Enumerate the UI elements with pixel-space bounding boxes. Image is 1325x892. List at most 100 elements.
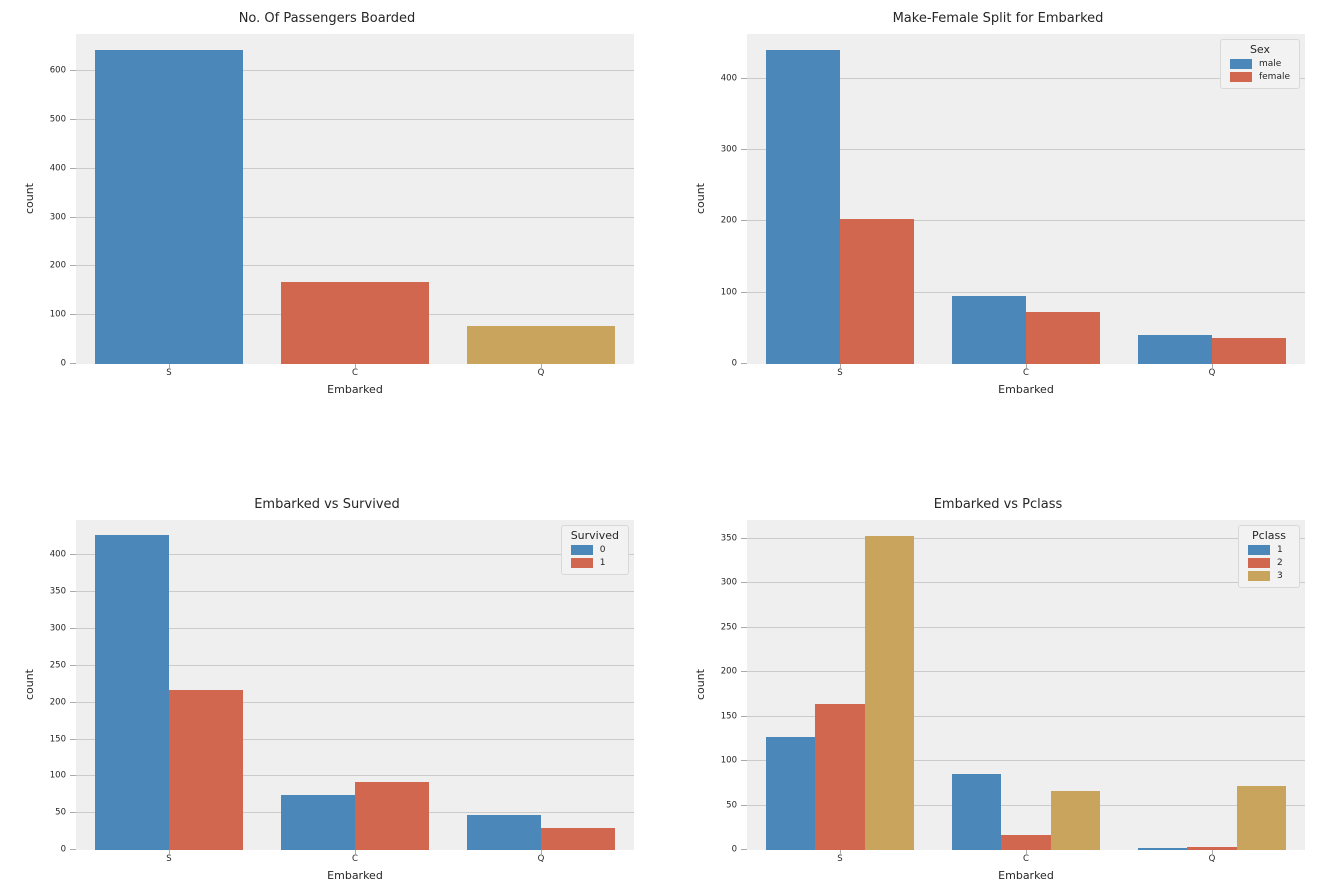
x-tick-mark xyxy=(540,364,542,368)
y-tick-mark xyxy=(70,118,76,120)
chart-title: Embarked vs Survived xyxy=(254,497,400,512)
bar xyxy=(1212,338,1287,364)
legend-label: 1 xyxy=(1277,545,1283,555)
y-tick-label: 0 xyxy=(60,358,66,369)
category-slot-C xyxy=(262,34,448,364)
axes: count 0 50 100 150 200 250 300 350 Pclass 1 2 3 S C… xyxy=(691,520,1305,886)
x-tick-label: S xyxy=(166,854,172,864)
y-tick-mark xyxy=(741,671,747,673)
axes: count 0 50 100 150 200 250 300 350 400 Survived 0… xyxy=(20,520,634,886)
category-slot-Q xyxy=(1119,34,1305,364)
legend-item: female xyxy=(1229,72,1290,82)
x-tick-label: Q xyxy=(537,368,545,378)
gridline xyxy=(747,804,1305,806)
y-tick-mark xyxy=(741,849,747,850)
gridline xyxy=(76,591,634,593)
y-tick-label: 100 xyxy=(49,309,66,320)
axes: count 0 100 200 300 400 Sex male female S C Q Em… xyxy=(691,34,1305,400)
plot-area: Pclass 1 2 3 xyxy=(747,520,1305,850)
x-tick-mark xyxy=(1211,364,1213,368)
y-tick-mark xyxy=(70,628,76,630)
bar-group xyxy=(466,34,616,364)
bar-group xyxy=(765,520,915,850)
legend-swatch xyxy=(1229,59,1252,69)
y-tick-label: 100 xyxy=(49,770,66,781)
gridline xyxy=(76,664,634,666)
gridline xyxy=(76,628,634,630)
y-axis-label: count xyxy=(22,183,36,215)
y-axis: 0 100 200 300 400 xyxy=(709,34,747,368)
category-slot-C xyxy=(262,520,448,850)
y-tick-label: 0 xyxy=(60,844,66,855)
category-slot-Q xyxy=(448,34,634,364)
y-tick-mark xyxy=(741,715,747,717)
bar xyxy=(94,49,244,364)
bar-group xyxy=(1137,34,1287,364)
legend-label: 2 xyxy=(1277,558,1283,568)
category-slot-Q xyxy=(448,520,634,850)
gridline xyxy=(747,77,1305,79)
y-tick-label: 0 xyxy=(731,358,737,369)
y-tick-mark xyxy=(70,554,76,556)
gridline xyxy=(747,220,1305,222)
y-tick-label: 200 xyxy=(49,260,66,271)
y-tick-mark xyxy=(70,664,76,666)
x-tick-C: C xyxy=(933,364,1119,380)
bar xyxy=(466,815,541,850)
axes: count 0 100 200 300 400 500 600 S C Q Embarked xyxy=(20,34,634,400)
plot-area: Survived 0 1 xyxy=(76,520,634,850)
y-tick-mark xyxy=(741,77,747,79)
gridline xyxy=(76,701,634,703)
plot-area: Sex male female xyxy=(747,34,1305,364)
bar xyxy=(280,794,355,850)
y-tick-mark xyxy=(741,582,747,584)
category-slot-C xyxy=(933,34,1119,364)
bar xyxy=(355,781,430,850)
x-tick-label: C xyxy=(352,368,358,378)
bar xyxy=(840,219,915,364)
y-tick-mark xyxy=(741,220,747,222)
y-tick-label: 0 xyxy=(731,844,737,855)
y-axis-label: count xyxy=(693,669,707,701)
y-tick-label: 250 xyxy=(720,622,737,633)
gridline xyxy=(747,291,1305,293)
y-tick-label: 50 xyxy=(55,807,66,818)
x-tick-label: Q xyxy=(1208,368,1216,378)
subplot-passengers-boarded: No. Of Passengers Boarded count 0 100 200 3… xyxy=(20,8,634,400)
y-tick-mark xyxy=(741,760,747,762)
gridline xyxy=(76,167,634,169)
y-tick-label: 50 xyxy=(726,800,737,811)
bar-group xyxy=(94,34,244,364)
y-tick-mark xyxy=(70,167,76,169)
x-tick-label: Q xyxy=(1208,854,1216,864)
y-tick-label: 200 xyxy=(720,215,737,226)
x-tick-Q: Q xyxy=(448,850,634,866)
x-tick-mark xyxy=(839,364,841,368)
category-slot-C xyxy=(933,520,1119,850)
bar-group xyxy=(466,520,616,850)
x-tick-S: S xyxy=(76,850,262,866)
chart-title: Make-Female Split for Embarked xyxy=(892,11,1104,26)
y-tick-label: 300 xyxy=(49,212,66,223)
gridline xyxy=(76,118,634,120)
y-tick-mark xyxy=(70,216,76,218)
bars-area xyxy=(747,34,1305,364)
y-tick-mark xyxy=(741,537,747,539)
x-tick-Q: Q xyxy=(1119,364,1305,380)
bar xyxy=(541,827,616,850)
bar xyxy=(169,690,244,850)
bars-area xyxy=(76,520,634,850)
x-tick-label: C xyxy=(352,854,358,864)
y-tick-label: 100 xyxy=(720,755,737,766)
legend-swatch xyxy=(570,545,593,555)
x-tick-label: Q xyxy=(537,854,545,864)
legend-item: 3 xyxy=(1248,571,1290,581)
y-axis-label: count xyxy=(22,669,36,701)
gridline xyxy=(747,760,1305,762)
bar-group xyxy=(1137,520,1287,850)
legend-label: male xyxy=(1258,59,1282,69)
gridline xyxy=(76,265,634,267)
x-tick-label: S xyxy=(837,368,843,378)
y-tick-label: 150 xyxy=(49,734,66,745)
